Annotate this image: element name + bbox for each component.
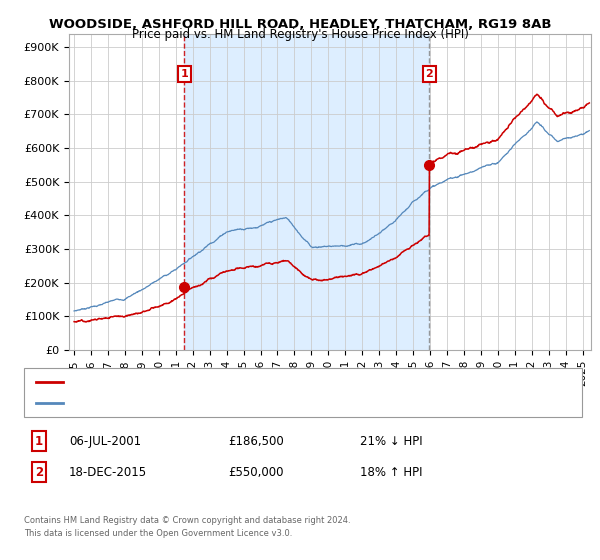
Text: 2: 2 [425,69,433,79]
Text: 18-DEC-2015: 18-DEC-2015 [69,465,147,479]
Text: 2: 2 [35,465,43,479]
Text: This data is licensed under the Open Government Licence v3.0.: This data is licensed under the Open Gov… [24,529,292,538]
Text: Contains HM Land Registry data © Crown copyright and database right 2024.: Contains HM Land Registry data © Crown c… [24,516,350,525]
Text: 18% ↑ HPI: 18% ↑ HPI [360,465,422,479]
Text: 06-JUL-2001: 06-JUL-2001 [69,435,141,448]
Text: 1: 1 [181,69,188,79]
Text: WOODSIDE, ASHFORD HILL ROAD, HEADLEY, THATCHAM, RG19 8AB (detached house): WOODSIDE, ASHFORD HILL ROAD, HEADLEY, TH… [67,377,496,387]
Text: 1: 1 [35,435,43,448]
Bar [184,34,430,350]
Text: 21% ↓ HPI: 21% ↓ HPI [360,435,422,448]
Text: £550,000: £550,000 [228,465,284,479]
Text: £186,500: £186,500 [228,435,284,448]
Text: HPI: Average price, detached house, Basingstoke and Deane: HPI: Average price, detached house, Basi… [67,398,370,408]
Text: WOODSIDE, ASHFORD HILL ROAD, HEADLEY, THATCHAM, RG19 8AB: WOODSIDE, ASHFORD HILL ROAD, HEADLEY, TH… [49,18,551,31]
Text: Price paid vs. HM Land Registry's House Price Index (HPI): Price paid vs. HM Land Registry's House … [131,28,469,41]
